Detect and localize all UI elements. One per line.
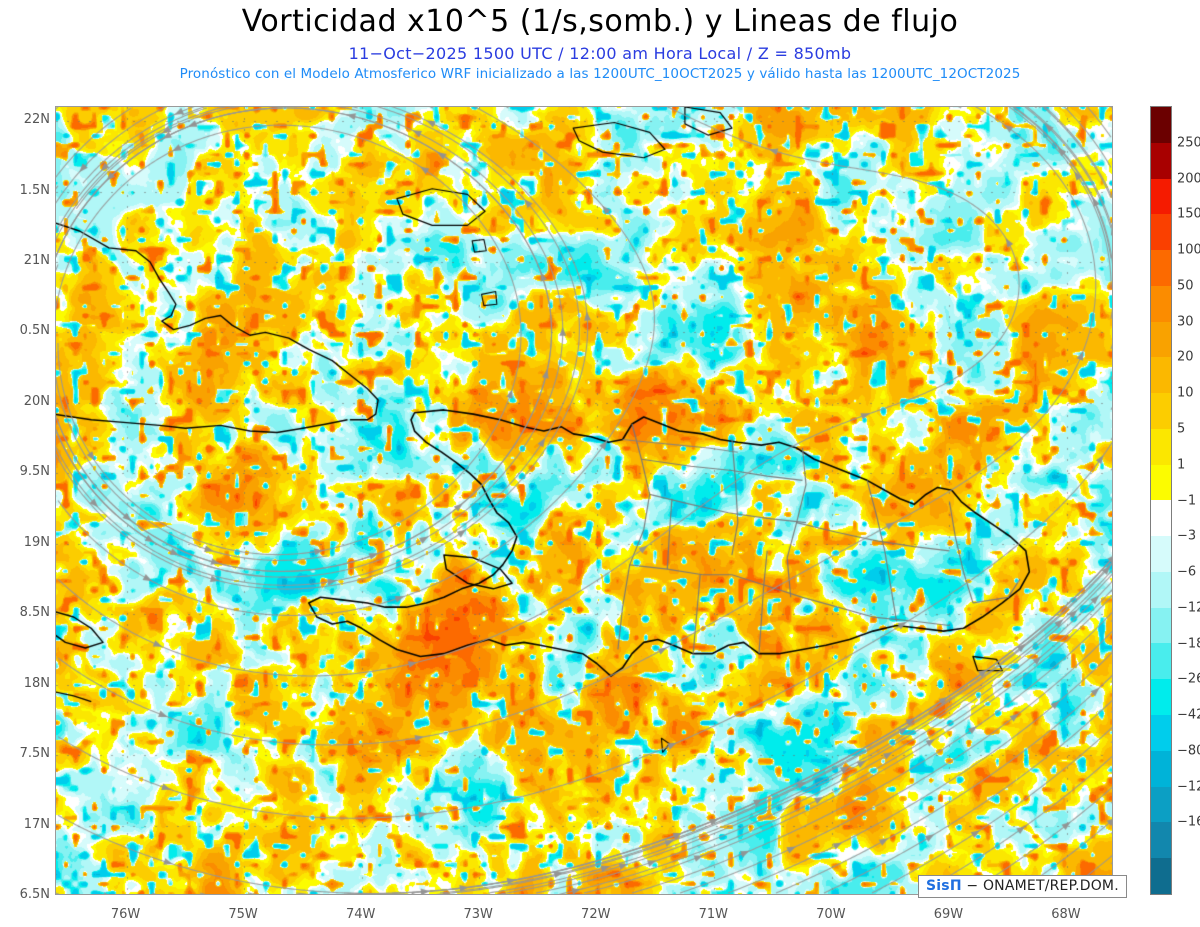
lat-tick-11: 6.5N <box>19 887 50 902</box>
lat-tick-7: 8.5N <box>19 605 50 621</box>
lat-tick-10: 17N <box>23 816 50 832</box>
colorbar-segment-8 <box>1151 393 1171 429</box>
colorbar-label-8: 5 <box>1177 421 1186 437</box>
colorbar-segment-5 <box>1151 285 1171 322</box>
colorbar-segment-11 <box>1151 500 1171 537</box>
lon-tick-5: 71W <box>698 907 728 922</box>
colorbar-segment-10 <box>1151 464 1171 501</box>
agency-logo: SisΠ − ONAMET/REP.DOM. <box>918 875 1127 898</box>
colorbar-segment-4 <box>1151 250 1171 286</box>
colorbar-segment-14 <box>1151 607 1171 644</box>
colorbar-segment-2 <box>1151 178 1171 215</box>
colorbar-label-1: 200 <box>1177 171 1200 187</box>
colorbar-segment-3 <box>1151 214 1171 251</box>
colorbar-segment-18 <box>1151 750 1171 787</box>
colorbar-label-16: −42 <box>1177 707 1200 723</box>
lon-tick-1: 75W <box>228 907 258 922</box>
colorbar-label-14: −18 <box>1177 636 1200 652</box>
lon-tick-8: 68W <box>1051 907 1081 922</box>
lon-tick-0: 76W <box>110 907 141 922</box>
colorbar-label-17: −80 <box>1177 743 1200 759</box>
colorbar-label-18: −120 <box>1177 779 1200 795</box>
lat-tick-5: 9.5N <box>19 464 50 480</box>
lon-tick-2: 74W <box>345 907 376 922</box>
colorbar-label-11: −3 <box>1177 528 1197 544</box>
colorbar-label-0: 250 <box>1177 135 1200 151</box>
colorbar-label-4: 50 <box>1177 278 1194 294</box>
lat-tick-6: 19N <box>23 534 50 550</box>
colorbar-segment-6 <box>1151 321 1171 358</box>
colorbar-segment-1 <box>1151 142 1171 179</box>
colorbar-segment-9 <box>1151 428 1171 465</box>
logo-brand: SisΠ <box>926 878 962 894</box>
lon-tick-3: 73W <box>463 907 493 922</box>
lat-tick-1: 1.5N <box>19 182 50 198</box>
streamline-overlay-canvas <box>56 107 1112 894</box>
colorbar-label-9: 1 <box>1177 457 1186 473</box>
lon-tick-4: 72W <box>581 907 611 922</box>
colorbar-label-3: 100 <box>1177 242 1200 258</box>
colorbar-label-15: −26 <box>1177 671 1200 687</box>
lat-tick-2: 21N <box>23 252 50 268</box>
colorbar-segment-12 <box>1151 536 1171 572</box>
logo-text: − ONAMET/REP.DOM. <box>961 878 1119 894</box>
colorbar-label-10: −1 <box>1177 493 1197 508</box>
lat-tick-9: 7.5N <box>19 746 50 762</box>
colorbar-segment-19 <box>1151 786 1171 823</box>
colorbar-label-2: 150 <box>1177 206 1200 222</box>
colorbar-segment-15 <box>1151 643 1171 680</box>
lat-tick-3: 0.5N <box>19 323 50 339</box>
lon-tick-7: 69W <box>933 907 964 922</box>
colorbar-segment-0 <box>1151 107 1171 143</box>
lat-tick-4: 20N <box>23 393 50 409</box>
colorbar-label-13: −12 <box>1177 600 1200 616</box>
lat-tick-0: 22N <box>23 112 50 128</box>
colorbar-segment-13 <box>1151 571 1171 608</box>
colorbar-label-5: 30 <box>1177 314 1194 330</box>
lon-tick-6: 70W <box>816 907 846 922</box>
colorbar-segment-21 <box>1151 858 1171 894</box>
map-plot-area[interactable] <box>55 106 1113 895</box>
colorbar-segment-17 <box>1151 715 1171 751</box>
colorbar-segment-7 <box>1151 357 1171 394</box>
colorbar-label-19: −160 <box>1177 814 1200 830</box>
subtitle-model: Pronóstico con el Modelo Atmosferico WRF… <box>179 66 1021 82</box>
page-title: Vorticidad x10^5 (1/s,somb.) y Lineas de… <box>241 4 959 39</box>
colorbar-label-6: 20 <box>1177 349 1194 365</box>
subtitle-valid: 11−Oct−2025 1500 UTC / 12:00 am Hora Loc… <box>348 44 852 63</box>
colorbar-label-7: 10 <box>1177 385 1194 401</box>
colorbar[interactable] <box>1150 106 1172 895</box>
colorbar-segment-16 <box>1151 679 1171 716</box>
colorbar-label-12: −6 <box>1177 564 1197 580</box>
lat-tick-8: 18N <box>23 675 50 691</box>
colorbar-segment-20 <box>1151 822 1171 859</box>
